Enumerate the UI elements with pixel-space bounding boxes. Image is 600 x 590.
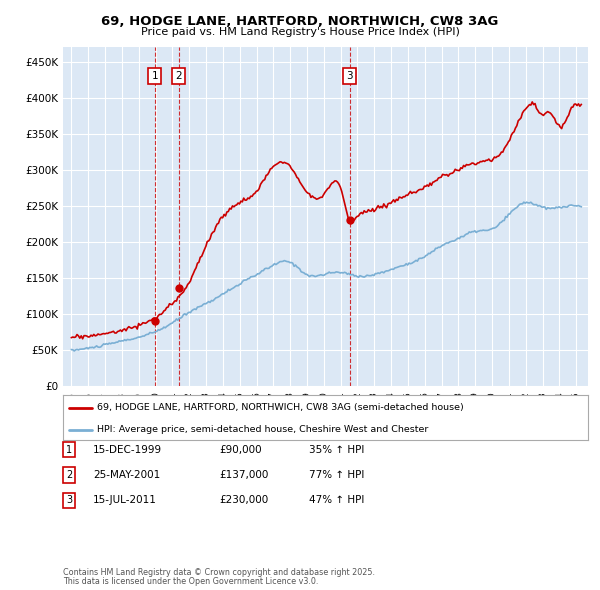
Text: £137,000: £137,000 — [219, 470, 268, 480]
Text: 69, HODGE LANE, HARTFORD, NORTHWICH, CW8 3AG: 69, HODGE LANE, HARTFORD, NORTHWICH, CW8… — [101, 15, 499, 28]
Text: This data is licensed under the Open Government Licence v3.0.: This data is licensed under the Open Gov… — [63, 577, 319, 586]
Text: 69, HODGE LANE, HARTFORD, NORTHWICH, CW8 3AG (semi-detached house): 69, HODGE LANE, HARTFORD, NORTHWICH, CW8… — [97, 403, 464, 412]
Text: 2: 2 — [66, 470, 72, 480]
Text: 77% ↑ HPI: 77% ↑ HPI — [309, 470, 364, 480]
Text: 35% ↑ HPI: 35% ↑ HPI — [309, 445, 364, 454]
Text: 25-MAY-2001: 25-MAY-2001 — [93, 470, 160, 480]
Text: 2: 2 — [175, 71, 182, 81]
Text: 1: 1 — [152, 71, 158, 81]
Text: Contains HM Land Registry data © Crown copyright and database right 2025.: Contains HM Land Registry data © Crown c… — [63, 568, 375, 577]
Text: Price paid vs. HM Land Registry's House Price Index (HPI): Price paid vs. HM Land Registry's House … — [140, 27, 460, 37]
Text: 15-DEC-1999: 15-DEC-1999 — [93, 445, 162, 454]
Text: 1: 1 — [66, 445, 72, 454]
Text: 3: 3 — [66, 496, 72, 505]
Text: HPI: Average price, semi-detached house, Cheshire West and Chester: HPI: Average price, semi-detached house,… — [97, 425, 428, 434]
Text: 3: 3 — [346, 71, 353, 81]
Text: 47% ↑ HPI: 47% ↑ HPI — [309, 496, 364, 505]
Text: £90,000: £90,000 — [219, 445, 262, 454]
Bar — [155, 47, 179, 386]
Text: £230,000: £230,000 — [219, 496, 268, 505]
Text: 15-JUL-2011: 15-JUL-2011 — [93, 496, 157, 505]
